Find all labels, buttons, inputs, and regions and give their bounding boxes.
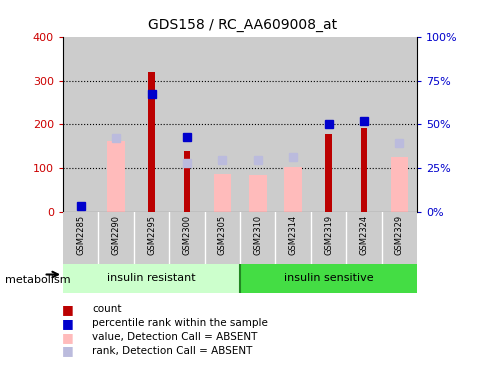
Text: GSM2295: GSM2295 (147, 215, 156, 255)
Text: GSM2285: GSM2285 (76, 215, 85, 255)
Text: GSM2314: GSM2314 (288, 215, 297, 255)
Text: insulin sensitive: insulin sensitive (283, 273, 373, 283)
Bar (204, 212, 240, 264)
Bar (63, 264, 240, 293)
Bar (169, 37, 204, 212)
Bar (169, 212, 204, 264)
Text: GSM2310: GSM2310 (253, 215, 262, 255)
Bar (275, 37, 310, 212)
Bar (381, 37, 416, 212)
Text: count: count (92, 304, 121, 314)
Bar (390, 157, 408, 212)
Bar (98, 37, 134, 212)
Bar (63, 37, 98, 212)
Bar (148, 72, 154, 212)
Bar (310, 37, 346, 212)
Text: GSM2319: GSM2319 (323, 215, 333, 255)
Text: insulin resistant: insulin resistant (107, 273, 196, 283)
Text: ■: ■ (62, 330, 74, 344)
Bar (275, 212, 310, 264)
Bar (310, 212, 346, 264)
Bar (240, 212, 275, 264)
Text: GSM2329: GSM2329 (394, 215, 403, 255)
Text: metabolism: metabolism (5, 275, 70, 285)
Bar (360, 128, 366, 212)
Bar (346, 37, 381, 212)
Text: rank, Detection Call = ABSENT: rank, Detection Call = ABSENT (92, 346, 252, 356)
Text: ■: ■ (62, 344, 74, 358)
Bar (98, 212, 134, 264)
Bar (213, 173, 231, 212)
Bar (183, 151, 190, 212)
Bar (134, 37, 169, 212)
Text: ■: ■ (62, 303, 74, 316)
Bar (134, 212, 169, 264)
Bar (346, 212, 381, 264)
Text: GSM2324: GSM2324 (359, 215, 368, 255)
Bar (240, 264, 416, 293)
Bar (240, 37, 275, 212)
Bar (381, 212, 416, 264)
Text: value, Detection Call = ABSENT: value, Detection Call = ABSENT (92, 332, 257, 342)
Text: GSM2305: GSM2305 (217, 215, 227, 255)
Text: GSM2290: GSM2290 (111, 215, 121, 255)
Text: percentile rank within the sample: percentile rank within the sample (92, 318, 268, 328)
Bar (204, 37, 240, 212)
Bar (63, 212, 98, 264)
Text: ■: ■ (62, 317, 74, 330)
Bar (325, 134, 331, 212)
Text: GDS158 / RC_AA609008_at: GDS158 / RC_AA609008_at (148, 18, 336, 32)
Bar (284, 167, 302, 212)
Text: GSM2300: GSM2300 (182, 215, 191, 255)
Bar (248, 175, 266, 212)
Bar (107, 141, 125, 212)
